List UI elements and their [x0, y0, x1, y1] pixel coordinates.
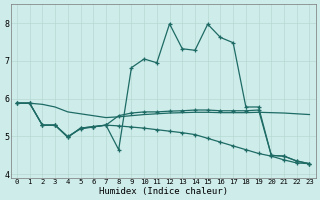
- X-axis label: Humidex (Indice chaleur): Humidex (Indice chaleur): [99, 187, 228, 196]
